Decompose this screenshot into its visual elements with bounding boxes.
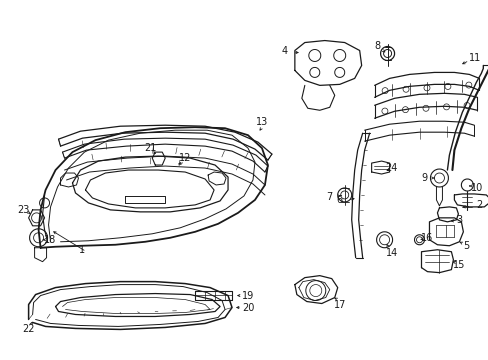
Text: 22: 22 bbox=[22, 324, 35, 334]
Text: 12: 12 bbox=[179, 153, 191, 163]
Text: 24: 24 bbox=[385, 163, 397, 173]
Text: 14: 14 bbox=[385, 248, 397, 258]
Text: 20: 20 bbox=[241, 302, 254, 312]
Text: 15: 15 bbox=[452, 260, 465, 270]
Text: 11: 11 bbox=[468, 54, 481, 63]
Text: 21: 21 bbox=[144, 143, 156, 153]
Text: 18: 18 bbox=[44, 235, 57, 245]
Text: 9: 9 bbox=[421, 173, 427, 183]
Text: 8: 8 bbox=[374, 41, 380, 50]
Text: 5: 5 bbox=[462, 241, 468, 251]
Text: 23: 23 bbox=[18, 205, 30, 215]
Text: 16: 16 bbox=[421, 233, 433, 243]
Text: 2: 2 bbox=[475, 200, 482, 210]
Text: 17: 17 bbox=[333, 300, 345, 310]
Text: 19: 19 bbox=[242, 291, 254, 301]
Text: 4: 4 bbox=[281, 45, 287, 55]
Text: 3: 3 bbox=[455, 215, 462, 225]
Text: 1: 1 bbox=[79, 245, 85, 255]
Text: 7: 7 bbox=[326, 192, 332, 202]
Text: 10: 10 bbox=[470, 183, 483, 193]
Text: 6: 6 bbox=[336, 195, 342, 205]
Text: 13: 13 bbox=[255, 117, 267, 127]
